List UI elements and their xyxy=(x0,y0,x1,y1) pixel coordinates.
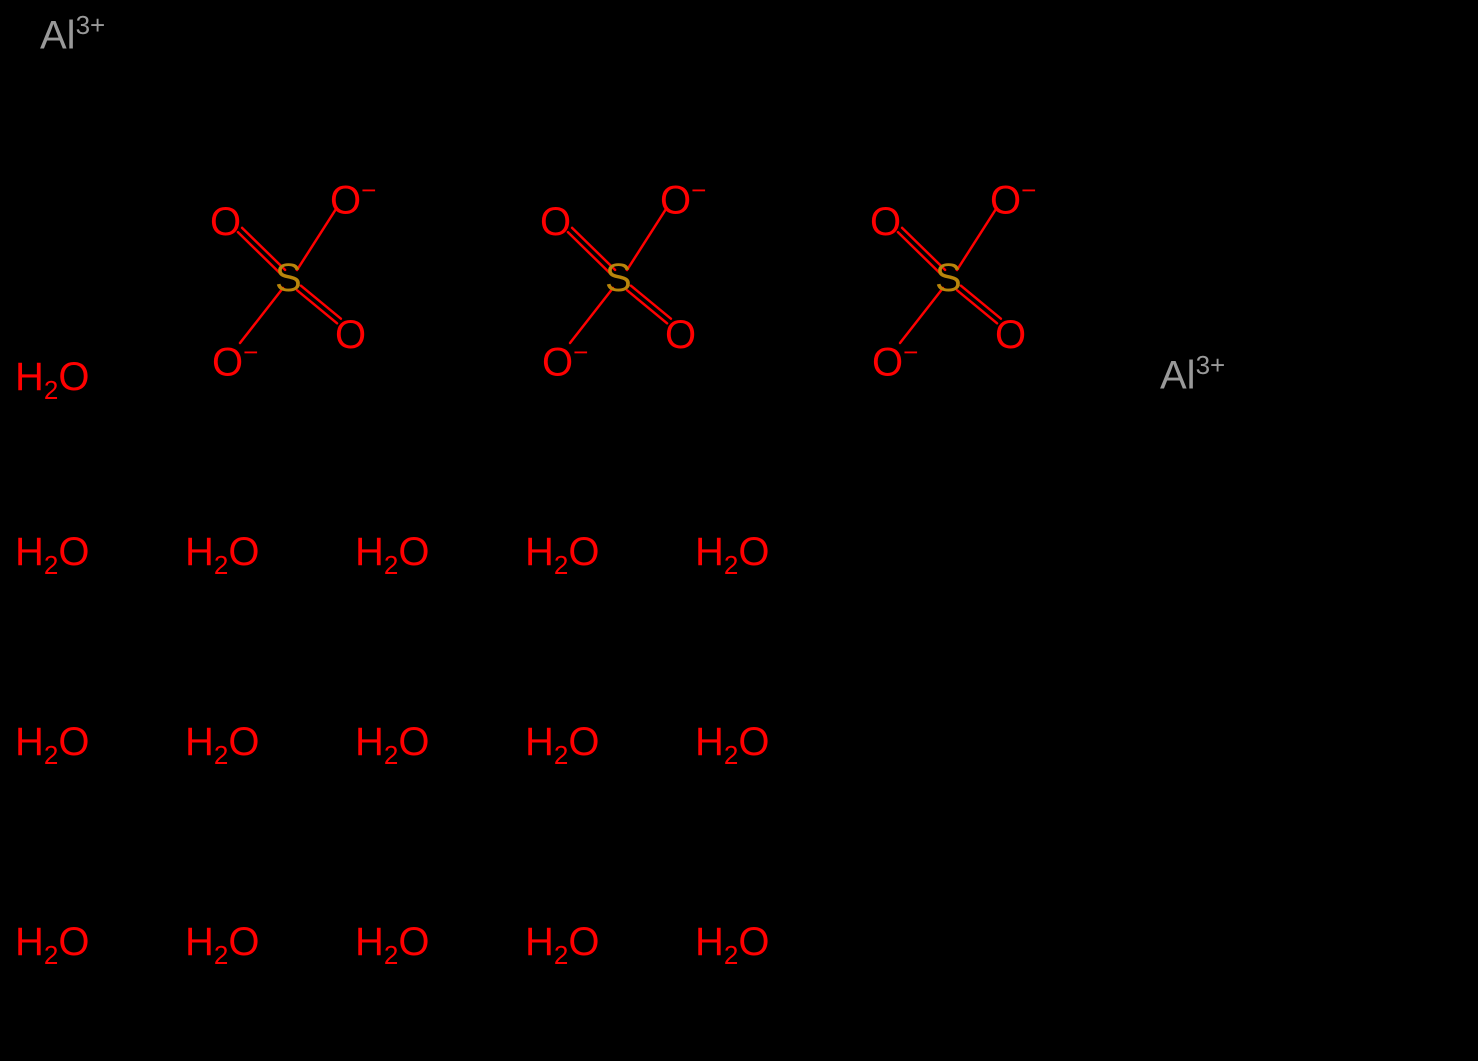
hydrogen-symbol: H xyxy=(525,720,554,764)
hydrogen-subscript: 2 xyxy=(214,550,228,580)
oxygen-symbol: O xyxy=(398,530,429,574)
hydrogen-subscript: 2 xyxy=(44,940,58,970)
water-molecule: H2O xyxy=(355,920,429,971)
hydrogen-symbol: H xyxy=(15,920,44,964)
aluminum-charge: 3+ xyxy=(76,10,106,40)
sulfur-atom: S xyxy=(935,256,962,301)
hydrogen-symbol: H xyxy=(185,530,214,574)
oxygen-negative: O− xyxy=(212,337,256,385)
water-molecule: H2O xyxy=(185,920,259,971)
oxygen-symbol: O xyxy=(568,530,599,574)
sulfur-symbol: S xyxy=(935,256,962,300)
oxygen-symbol: O xyxy=(58,355,89,399)
aluminum-symbol: Al xyxy=(40,13,76,57)
water-molecule: H2O xyxy=(525,720,599,771)
oxygen-double-bond: O xyxy=(210,200,241,245)
water-molecule: H2O xyxy=(185,720,259,771)
oxygen-symbol: O xyxy=(568,720,599,764)
aluminum-charge: 3+ xyxy=(1196,350,1226,380)
oxygen-symbol: O xyxy=(228,530,259,574)
hydrogen-subscript: 2 xyxy=(724,940,738,970)
hydrogen-symbol: H xyxy=(185,920,214,964)
water-molecule: H2O xyxy=(355,720,429,771)
water-molecule: H2O xyxy=(15,530,89,581)
oxygen-symbol: O xyxy=(568,920,599,964)
aluminum-cation: Al3+ xyxy=(40,10,105,58)
water-molecule: H2O xyxy=(695,720,769,771)
oxygen-negative: O− xyxy=(990,175,1034,223)
sulfur-symbol: S xyxy=(275,256,302,300)
oxygen-symbol: O xyxy=(228,920,259,964)
hydrogen-subscript: 2 xyxy=(554,740,568,770)
oxygen-symbol: O xyxy=(58,920,89,964)
oxygen-symbol: O xyxy=(228,720,259,764)
hydrogen-symbol: H xyxy=(355,720,384,764)
hydrogen-subscript: 2 xyxy=(554,550,568,580)
hydrogen-subscript: 2 xyxy=(384,740,398,770)
hydrogen-subscript: 2 xyxy=(44,375,58,405)
hydrogen-symbol: H xyxy=(185,720,214,764)
hydrogen-symbol: H xyxy=(15,355,44,399)
water-molecule: H2O xyxy=(15,355,89,406)
oxygen-symbol: O xyxy=(58,720,89,764)
water-molecule: H2O xyxy=(15,920,89,971)
oxygen-negative: O− xyxy=(330,175,374,223)
aluminum-symbol: Al xyxy=(1160,353,1196,397)
water-molecule: H2O xyxy=(15,720,89,771)
hydrogen-subscript: 2 xyxy=(384,550,398,580)
oxygen-symbol: O xyxy=(738,720,769,764)
water-molecule: H2O xyxy=(525,920,599,971)
hydrogen-symbol: H xyxy=(695,530,724,574)
hydrogen-subscript: 2 xyxy=(214,740,228,770)
hydrogen-subscript: 2 xyxy=(214,940,228,970)
aluminum-cation: Al3+ xyxy=(1160,350,1225,398)
hydrogen-symbol: H xyxy=(15,720,44,764)
hydrogen-subscript: 2 xyxy=(724,550,738,580)
oxygen-negative: O− xyxy=(542,337,586,385)
hydrogen-subscript: 2 xyxy=(44,550,58,580)
chemical-structure-diagram: Al3+Al3+SOO−OO−SOO−OO−SOO−OO−H2OH2OH2OH2… xyxy=(0,0,1478,1061)
hydrogen-subscript: 2 xyxy=(384,940,398,970)
water-molecule: H2O xyxy=(525,530,599,581)
sulfur-symbol: S xyxy=(605,256,632,300)
hydrogen-symbol: H xyxy=(695,720,724,764)
hydrogen-symbol: H xyxy=(355,920,384,964)
water-molecule: H2O xyxy=(355,530,429,581)
water-molecule: H2O xyxy=(695,530,769,581)
oxygen-double-bond: O xyxy=(870,200,901,245)
sulfur-atom: S xyxy=(605,256,632,301)
water-molecule: H2O xyxy=(185,530,259,581)
hydrogen-symbol: H xyxy=(525,530,554,574)
oxygen-negative: O− xyxy=(872,337,916,385)
hydrogen-symbol: H xyxy=(695,920,724,964)
oxygen-double-bond: O xyxy=(665,313,696,358)
oxygen-symbol: O xyxy=(738,530,769,574)
sulfur-atom: S xyxy=(275,256,302,301)
oxygen-symbol: O xyxy=(398,920,429,964)
hydrogen-subscript: 2 xyxy=(554,940,568,970)
oxygen-double-bond: O xyxy=(540,200,571,245)
water-molecule: H2O xyxy=(695,920,769,971)
oxygen-symbol: O xyxy=(398,720,429,764)
hydrogen-symbol: H xyxy=(525,920,554,964)
hydrogen-symbol: H xyxy=(15,530,44,574)
hydrogen-subscript: 2 xyxy=(724,740,738,770)
oxygen-double-bond: O xyxy=(995,313,1026,358)
oxygen-symbol: O xyxy=(738,920,769,964)
oxygen-double-bond: O xyxy=(335,313,366,358)
oxygen-negative: O− xyxy=(660,175,704,223)
hydrogen-subscript: 2 xyxy=(44,740,58,770)
oxygen-symbol: O xyxy=(58,530,89,574)
hydrogen-symbol: H xyxy=(355,530,384,574)
